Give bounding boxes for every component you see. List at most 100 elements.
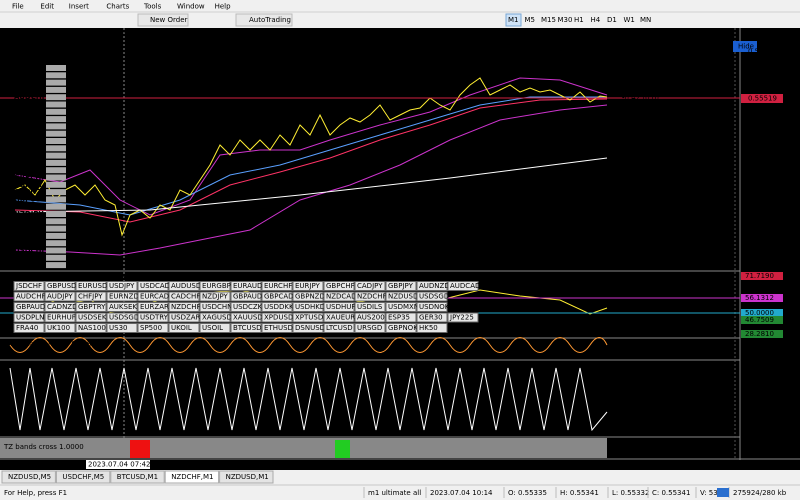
symbol-status[interactable]	[46, 262, 66, 269]
symbol-status[interactable]	[46, 174, 66, 181]
symbol-button[interactable]	[292, 302, 324, 312]
hide-button[interactable]	[733, 41, 757, 52]
symbol-button[interactable]	[199, 291, 231, 302]
timeframe-button[interactable]	[522, 14, 538, 26]
symbol-button[interactable]	[106, 312, 138, 323]
symbol-button[interactable]	[168, 302, 200, 312]
symbol-status[interactable]	[46, 138, 66, 144]
symbol-status[interactable]	[46, 225, 66, 232]
chart-tab[interactable]	[219, 470, 274, 484]
timeframe-button[interactable]	[605, 14, 620, 26]
symbol-status[interactable]	[46, 254, 66, 261]
symbol-button[interactable]	[44, 302, 76, 312]
symbol-button[interactable]	[447, 281, 479, 291]
symbol-status[interactable]	[46, 72, 66, 79]
chart-tab[interactable]	[110, 470, 165, 484]
symbol-button[interactable]	[106, 302, 138, 312]
symbol-button[interactable]	[385, 281, 417, 291]
symbol-button[interactable]	[199, 302, 231, 312]
symbol-button[interactable]	[137, 281, 169, 291]
symbol-button[interactable]	[385, 312, 417, 323]
symbol-status[interactable]	[46, 218, 66, 225]
symbol-button[interactable]	[168, 312, 200, 323]
timeframe-button[interactable]	[539, 14, 554, 26]
symbol-status[interactable]	[46, 65, 66, 71]
chart-tab[interactable]	[1, 470, 56, 484]
symbol-status[interactable]	[46, 167, 66, 174]
symbol-button[interactable]	[13, 302, 45, 312]
symbol-button[interactable]	[44, 291, 76, 302]
symbol-button[interactable]	[75, 312, 107, 323]
symbol-button[interactable]	[323, 281, 355, 291]
timeframe-button[interactable]	[638, 14, 653, 26]
symbol-button[interactable]	[292, 312, 324, 323]
timeframe-button[interactable]	[621, 14, 637, 26]
symbol-button[interactable]	[106, 281, 138, 291]
symbol-button[interactable]	[261, 312, 293, 323]
symbol-button[interactable]	[230, 312, 262, 323]
symbol-button[interactable]	[230, 281, 262, 291]
symbol-status[interactable]	[46, 116, 66, 123]
timeframe-button[interactable]	[555, 14, 571, 26]
symbol-button[interactable]	[75, 323, 107, 333]
symbol-status[interactable]	[46, 123, 66, 130]
symbol-button[interactable]	[13, 323, 45, 333]
symbol-button[interactable]	[106, 291, 138, 302]
symbol-button[interactable]	[416, 291, 448, 302]
symbol-button[interactable]	[416, 281, 448, 291]
symbol-button[interactable]	[354, 323, 386, 333]
symbol-button[interactable]	[44, 281, 76, 291]
symbol-button[interactable]	[292, 323, 324, 333]
symbol-button[interactable]	[385, 323, 417, 333]
symbol-button[interactable]	[323, 323, 355, 333]
symbol-status[interactable]	[46, 79, 66, 86]
symbol-button[interactable]	[416, 302, 448, 312]
symbol-status[interactable]	[46, 101, 66, 108]
symbol-button[interactable]	[137, 302, 169, 312]
symbol-button[interactable]	[75, 281, 107, 291]
symbol-button[interactable]	[199, 312, 231, 323]
symbol-button[interactable]	[261, 323, 293, 333]
symbol-status[interactable]	[46, 240, 66, 247]
symbol-button[interactable]	[13, 281, 45, 291]
symbol-status[interactable]	[46, 94, 66, 101]
symbol-button[interactable]	[323, 302, 355, 312]
symbol-status[interactable]	[46, 189, 66, 196]
symbol-button[interactable]	[168, 291, 200, 302]
symbol-status[interactable]	[46, 247, 66, 254]
symbol-button[interactable]	[44, 312, 76, 323]
symbol-status[interactable]	[46, 152, 66, 159]
symbol-button[interactable]	[13, 291, 45, 302]
symbol-button[interactable]	[106, 323, 138, 333]
symbol-status[interactable]	[46, 211, 66, 217]
symbol-button[interactable]	[137, 291, 169, 302]
symbol-button[interactable]	[230, 291, 262, 302]
symbol-button[interactable]	[354, 302, 386, 312]
symbol-button[interactable]	[323, 291, 355, 302]
symbol-button[interactable]	[261, 302, 293, 312]
symbol-button[interactable]	[137, 323, 169, 333]
symbol-button[interactable]	[199, 323, 231, 333]
symbol-button[interactable]	[385, 291, 417, 302]
symbol-status[interactable]	[46, 130, 66, 137]
symbol-button[interactable]	[137, 312, 169, 323]
symbol-button[interactable]	[230, 302, 262, 312]
symbol-button[interactable]	[416, 312, 448, 323]
symbol-status[interactable]	[46, 86, 66, 93]
symbol-status[interactable]	[46, 196, 66, 203]
symbol-button[interactable]	[385, 302, 417, 312]
symbol-button[interactable]	[168, 281, 200, 291]
symbol-button[interactable]	[292, 291, 324, 302]
symbol-button[interactable]	[447, 312, 479, 323]
symbol-button[interactable]	[44, 323, 76, 333]
symbol-button[interactable]	[354, 312, 386, 323]
symbol-button[interactable]	[199, 281, 231, 291]
symbol-button[interactable]	[75, 302, 107, 312]
symbol-button[interactable]	[261, 291, 293, 302]
symbol-status[interactable]	[46, 108, 66, 115]
symbol-status[interactable]	[46, 203, 66, 210]
chart-tab[interactable]	[55, 470, 111, 484]
symbol-button[interactable]	[261, 281, 293, 291]
timeframe-button[interactable]	[588, 14, 604, 26]
timeframe-button[interactable]	[572, 14, 587, 26]
